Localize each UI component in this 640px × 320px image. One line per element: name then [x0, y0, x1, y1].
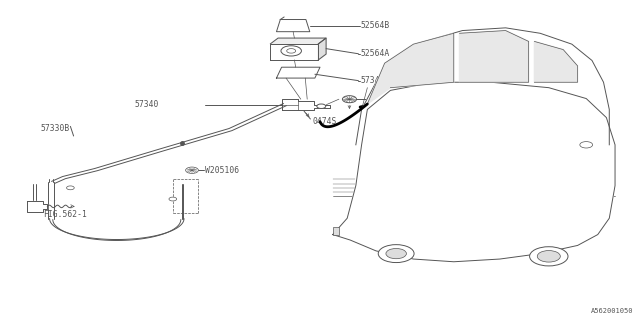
Text: 52564B: 52564B [361, 21, 390, 30]
Circle shape [186, 167, 198, 173]
Polygon shape [460, 31, 529, 82]
Circle shape [67, 186, 74, 190]
Circle shape [386, 248, 406, 259]
Polygon shape [333, 82, 615, 262]
Polygon shape [276, 20, 310, 32]
Circle shape [580, 142, 593, 148]
Polygon shape [319, 38, 326, 60]
Circle shape [317, 104, 326, 108]
Bar [333, 227, 339, 235]
Polygon shape [271, 44, 319, 60]
Polygon shape [367, 33, 454, 104]
Text: W205106: W205106 [205, 166, 239, 175]
Polygon shape [282, 99, 330, 110]
Text: N37002: N37002 [393, 95, 422, 104]
Polygon shape [356, 28, 615, 186]
Circle shape [342, 96, 356, 103]
Text: 52564A: 52564A [361, 49, 390, 58]
Polygon shape [534, 42, 578, 82]
Text: 0474S: 0474S [312, 117, 337, 126]
Circle shape [529, 247, 568, 266]
Text: 57330B: 57330B [40, 124, 70, 132]
Text: A562001050: A562001050 [591, 308, 634, 314]
Circle shape [378, 245, 414, 262]
Circle shape [538, 251, 561, 262]
Circle shape [169, 197, 177, 201]
Polygon shape [276, 67, 320, 78]
Polygon shape [271, 38, 326, 44]
Text: 57346A: 57346A [361, 76, 390, 85]
Text: FIG.562-1: FIG.562-1 [44, 210, 88, 219]
Polygon shape [27, 201, 47, 212]
Circle shape [281, 46, 301, 56]
Text: 57340: 57340 [134, 100, 159, 109]
